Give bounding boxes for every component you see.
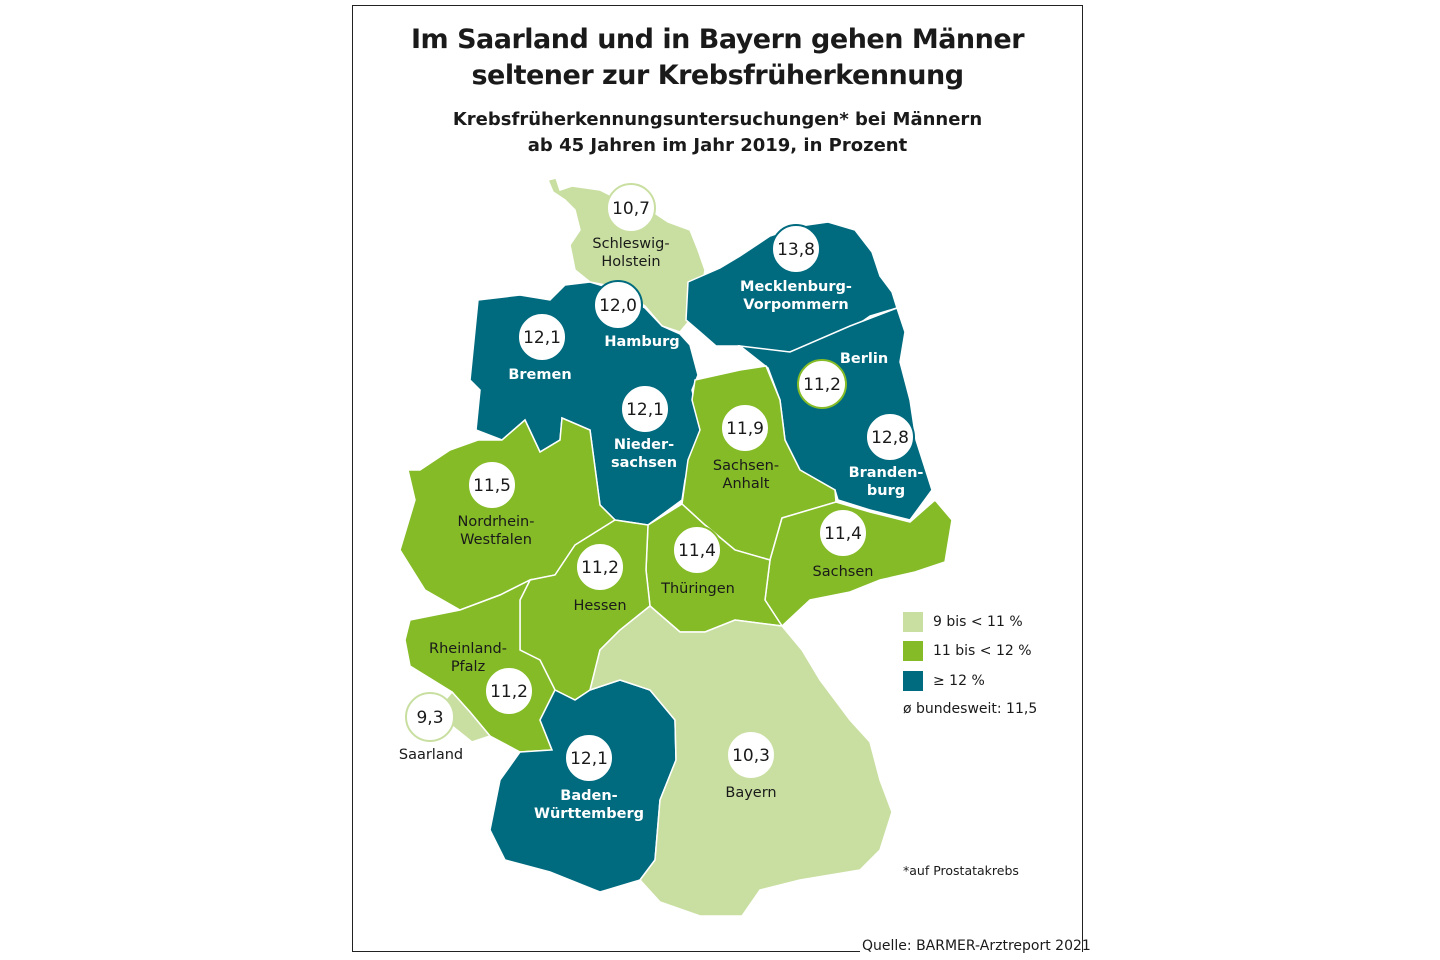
value-circle-saarland (405, 692, 455, 742)
value-label-brandenburg: 12,8 (871, 428, 909, 448)
value-label-nordrheinwestfalen: 11,5 (473, 476, 511, 496)
source-note: Quelle: BARMER-Arztreport 2021 (862, 938, 1091, 954)
region-schleswigholstein (546, 177, 706, 333)
state-name-badenwürttemberg: Württemberg (534, 806, 644, 822)
national-average: ø bundesweit: 11,5 (903, 701, 1038, 717)
value-label-sachsen: 11,4 (824, 524, 862, 544)
value-label-badenwürttemberg: 12,1 (570, 749, 608, 769)
value-circle-berlin (797, 359, 847, 409)
value-label-saarland: 9,3 (416, 708, 443, 728)
value-circle-bremen (517, 312, 567, 362)
legend-label-low: 9 bis < 11 % (933, 614, 1023, 630)
state-name-bremen: Bremen (508, 367, 571, 383)
value-label-hessen: 11,2 (581, 558, 619, 578)
value-circle-hamburg (593, 280, 643, 330)
page-title: Im Saarland und in Bayern gehen Männer s… (352, 22, 1083, 94)
state-name-schleswigholstein: Holstein (601, 254, 660, 270)
title-line-2: seltener zur Krebsfrüherkennung (471, 60, 964, 91)
state-name-brandenburg: burg (867, 483, 905, 499)
value-circle-bayern (726, 730, 776, 780)
state-name-rheinlandpfalz: Pfalz (451, 659, 485, 675)
state-name-berlin: Berlin (840, 351, 888, 367)
value-label-hamburg: 12,0 (599, 296, 637, 316)
value-circle-thüringen (672, 525, 722, 575)
legend-item-low: 9 bis < 11 % (903, 612, 1023, 632)
legend-swatch-low (903, 612, 923, 632)
value-label-mecklenburgvorpommern: 13,8 (777, 240, 815, 260)
value-circle-sachsenanhalt (720, 403, 770, 453)
frame-bottom-line (352, 951, 860, 952)
value-circle-brandenburg (865, 412, 915, 462)
state-name-rheinlandpfalz: Rheinland- (429, 641, 507, 657)
state-name-sachsenanhalt: Anhalt (723, 476, 770, 492)
state-name-badenwürttemberg: Baden- (560, 788, 617, 804)
value-label-rheinlandpfalz: 11,2 (490, 682, 528, 702)
state-name-sachsen: Sachsen (813, 564, 874, 580)
state-name-hessen: Hessen (573, 598, 626, 614)
value-circle-schleswigholstein (606, 183, 656, 233)
legend-swatch-high (903, 671, 923, 691)
state-name-hamburg: Hamburg (604, 334, 679, 350)
legend-item-mid: 11 bis < 12 % (903, 641, 1032, 661)
subtitle: Krebsfrüherkennungsuntersuchungen* bei M… (352, 107, 1083, 159)
legend-label-high: ≥ 12 % (933, 673, 985, 689)
state-name-thüringen: Thüringen (660, 581, 735, 597)
legend-swatch-mid (903, 641, 923, 661)
value-circle-nordrheinwestfalen (467, 460, 517, 510)
subtitle-line-1: Krebsfrüherkennungsuntersuchungen* bei M… (452, 109, 983, 130)
value-circle-niedersachsen (620, 384, 670, 434)
state-name-nordrheinwestfalen: Westfalen (460, 532, 532, 548)
value-circle-sachsen (818, 508, 868, 558)
state-name-sachsenanhalt: Sachsen- (713, 458, 779, 474)
state-name-bayern: Bayern (725, 785, 776, 801)
value-circle-mecklenburgvorpommern (771, 224, 821, 274)
state-name-mecklenburgvorpommern: Vorpommern (743, 297, 848, 313)
value-label-berlin: 11,2 (803, 375, 841, 395)
state-name-mecklenburgvorpommern: Mecklenburg- (740, 279, 852, 295)
value-circle-rheinlandpfalz (484, 666, 534, 716)
value-label-sachsenanhalt: 11,9 (726, 419, 764, 439)
infographic-frame (352, 5, 1083, 952)
legend-label-mid: 11 bis < 12 % (933, 643, 1032, 659)
state-name-nordrheinwestfalen: Nordrhein- (458, 514, 535, 530)
footnote: *auf Prostatakrebs (903, 863, 1019, 878)
state-name-niedersachsen: Nieder- (614, 437, 674, 453)
value-label-bremen: 12,1 (523, 328, 561, 348)
value-label-niedersachsen: 12,1 (626, 400, 664, 420)
state-name-saarland: Saarland (399, 747, 463, 763)
subtitle-line-2: ab 45 Jahren im Jahr 2019, in Prozent (527, 135, 908, 156)
legend-item-high: ≥ 12 % (903, 671, 985, 691)
state-name-schleswigholstein: Schleswig- (592, 236, 669, 252)
value-label-thüringen: 11,4 (678, 541, 716, 561)
value-circle-hessen (575, 542, 625, 592)
value-circle-badenwürttemberg (564, 733, 614, 783)
state-name-niedersachsen: sachsen (611, 455, 677, 471)
state-name-brandenburg: Branden- (849, 465, 924, 481)
value-label-bayern: 10,3 (732, 746, 770, 766)
title-line-1: Im Saarland und in Bayern gehen Männer (410, 24, 1025, 55)
value-label-schleswigholstein: 10,7 (612, 199, 650, 219)
